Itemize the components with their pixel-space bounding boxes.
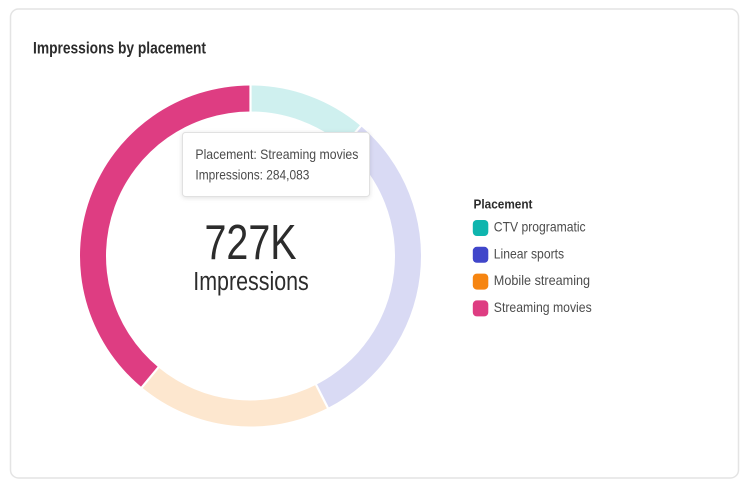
svg-text:Linear sports: Linear sports <box>494 245 564 261</box>
svg-text:727K: 727K <box>205 215 297 270</box>
svg-text:Mobile streaming: Mobile streaming <box>494 272 590 288</box>
svg-text:Impressions by placement: Impressions by placement <box>33 40 206 58</box>
svg-text:Placement: Placement <box>474 197 534 212</box>
svg-text:Impressions: 284,083: Impressions: 284,083 <box>195 166 309 182</box>
svg-text:CTV programatic: CTV programatic <box>494 219 586 235</box>
svg-text:Impressions: Impressions <box>193 268 309 296</box>
svg-text:Placement: Streaming movies: Placement: Streaming movies <box>195 146 358 162</box>
svg-text:Streaming movies: Streaming movies <box>494 299 592 315</box>
